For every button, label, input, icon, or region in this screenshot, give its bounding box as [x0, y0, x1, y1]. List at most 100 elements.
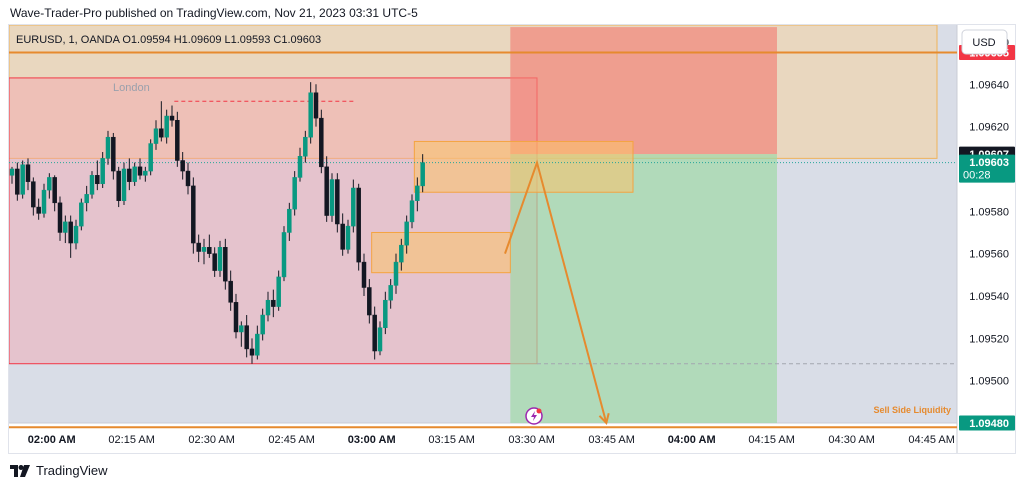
candle: [201, 238, 207, 265]
footer-brand: TradingView: [36, 463, 108, 478]
candle-body-up: [89, 175, 95, 195]
candle: [84, 185, 89, 212]
candle: [393, 253, 399, 294]
candle: [308, 82, 313, 144]
candle: [329, 173, 335, 222]
time-tick: 03:45 AM: [588, 434, 634, 446]
candle-body-down: [159, 128, 164, 138]
candle: [41, 183, 47, 218]
candle: [340, 213, 345, 256]
candle: [212, 247, 217, 277]
candle-body-up: [377, 327, 383, 352]
candle: [164, 109, 169, 144]
time-tick: 02:15 AM: [108, 434, 154, 446]
time-tick: 02:45 AM: [268, 434, 314, 446]
candle: [63, 215, 68, 244]
candle-body-down: [191, 185, 196, 244]
candle: [313, 84, 319, 127]
candle-body-down: [36, 206, 41, 214]
candle-body-up: [105, 136, 111, 159]
session-label: London: [113, 82, 150, 94]
candle-body-down: [372, 314, 377, 352]
candle: [20, 160, 25, 199]
zones-layer: [8, 24, 938, 423]
price-tick: 1.09640: [969, 79, 1009, 91]
currency-button[interactable]: USD: [961, 29, 1008, 55]
candle: [132, 162, 137, 186]
time-axis[interactable]: 02:00 AM 02:15 AM 02:30 AM 02:45 AM 03:00 AM…: [28, 434, 955, 446]
candle: [255, 325, 260, 360]
candle-body-down: [169, 115, 175, 121]
candle-body-up: [415, 185, 420, 201]
candle: [377, 321, 383, 356]
candle: [356, 183, 361, 271]
candle: [36, 198, 41, 220]
candle: [159, 101, 164, 142]
candle-body-down: [137, 166, 143, 176]
candle-body-down: [324, 166, 329, 216]
candle: [367, 279, 372, 324]
projection-path: [504, 159, 608, 424]
candle: [239, 321, 244, 347]
bar-countdown: 00:28: [963, 170, 991, 182]
candle-body-up: [20, 164, 25, 195]
candle: [153, 120, 159, 150]
candle-body-up: [148, 143, 153, 172]
candle-body-down: [185, 170, 191, 187]
zone-range: [8, 77, 538, 365]
candle-body-up: [292, 177, 297, 210]
projection-arrowhead: [598, 413, 610, 426]
candle-body-down: [127, 168, 132, 182]
candle-body-down: [340, 223, 345, 250]
candles-layer: [9, 82, 425, 364]
time-tick: 03:00 AM: [348, 434, 396, 446]
candle: [25, 158, 31, 191]
candle: [409, 194, 415, 229]
candle: [143, 166, 148, 182]
time-tick: 02:30 AM: [188, 434, 234, 446]
candle-body-up: [399, 244, 404, 263]
candle-body-up: [345, 225, 351, 250]
candle-body-down: [228, 280, 233, 303]
candle-body-up: [9, 168, 15, 176]
candle-body-up: [265, 299, 271, 316]
price-label-bg: [959, 415, 1015, 431]
candle-body-up: [201, 247, 207, 252]
tradingview-logo-icon: [10, 464, 30, 477]
chart-frame[interactable]: EURUSD, 1, OANDA O1.09594 H1.09609 L1.09…: [8, 24, 1016, 454]
candle-body-up: [404, 221, 409, 246]
candle-body-up: [217, 247, 223, 271]
candle-body-up: [41, 189, 47, 214]
symbol-line: EURUSD, 1, OANDA O1.09594 H1.09609 L1.09…: [16, 34, 321, 46]
candle: [73, 219, 79, 250]
candle: [100, 152, 105, 189]
candle: [196, 234, 201, 263]
candle-body-down: [356, 187, 361, 263]
candle-body-down: [223, 247, 228, 282]
price-axis[interactable]: 1.096601.096401.096201.095801.095601.095…: [959, 37, 1015, 431]
zone-premium: [8, 24, 938, 159]
candle-body-down: [212, 253, 217, 271]
candle: [271, 289, 276, 318]
candle: [351, 179, 356, 233]
candle-body-down: [31, 181, 36, 208]
candle: [137, 158, 143, 180]
candle: [121, 162, 127, 205]
candle-body-up: [329, 179, 335, 216]
candle: [31, 177, 36, 216]
candle: [207, 234, 212, 258]
flash-icon[interactable]: [525, 407, 543, 425]
candle-body-down: [271, 299, 276, 307]
candle: [297, 147, 303, 182]
candle: [95, 160, 100, 191]
candle-body-down: [175, 120, 180, 161]
candle: [57, 196, 63, 241]
candle-body-down: [367, 287, 372, 316]
candle-body-down: [52, 177, 57, 204]
zone-short-target: [510, 154, 777, 423]
zone-fvg-lower: [371, 231, 511, 274]
price-tick: 1.09540: [969, 291, 1009, 303]
axis-background: [957, 25, 1015, 453]
candlestick-chart[interactable]: EURUSD, 1, OANDA O1.09594 H1.09609 L1.09…: [8, 24, 1015, 453]
candle: [9, 166, 15, 184]
